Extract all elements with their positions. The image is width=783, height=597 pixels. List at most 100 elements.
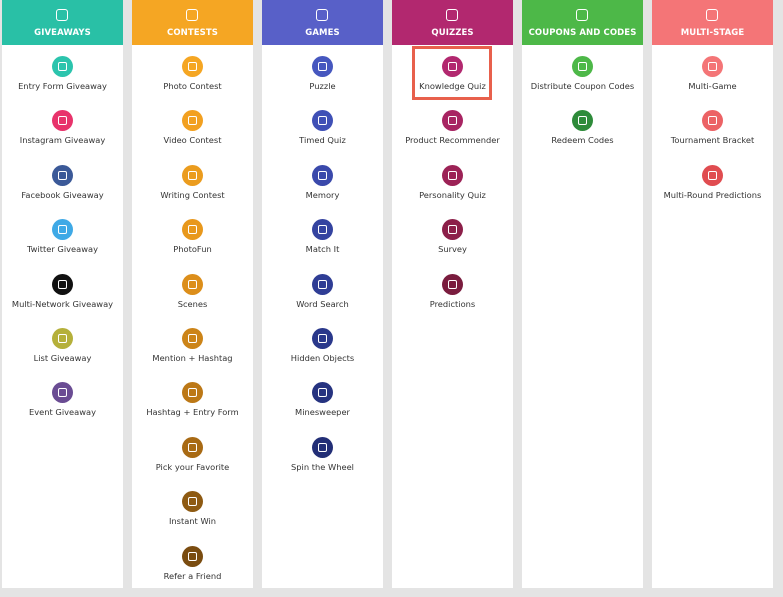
item-label: PhotoFun <box>173 244 212 255</box>
template-item[interactable]: Instant Win <box>132 491 253 535</box>
template-item[interactable]: Photo Contest <box>132 56 253 100</box>
item-label: Video Contest <box>163 135 222 146</box>
item-label: Instagram Giveaway <box>19 135 106 146</box>
item-label: Timed Quiz <box>299 135 346 146</box>
item-icon <box>52 328 73 349</box>
item-icon <box>572 56 593 77</box>
item-icon <box>312 219 333 241</box>
category-column: COUPONS AND CODES Distribute Coupon Codes… <box>522 0 643 588</box>
template-item[interactable]: Redeem Codes <box>522 110 643 154</box>
header-icon <box>316 9 328 21</box>
template-item[interactable]: Scenes <box>132 273 253 318</box>
template-item[interactable]: Minesweeper <box>262 382 383 426</box>
template-item[interactable]: Multi-Round Predictions <box>652 164 773 209</box>
column-header: GAMES <box>262 0 383 45</box>
item-icon <box>182 328 203 349</box>
header-title: CONTESTS <box>166 28 219 38</box>
template-item[interactable]: Distribute Coupon Codes <box>522 56 643 100</box>
template-item[interactable]: Word Search <box>262 273 383 318</box>
item-label: Personality Quiz <box>419 189 486 200</box>
item-icon <box>442 164 463 186</box>
category-column: QUIZZES Knowledge Quiz Product Recommender… <box>392 0 513 588</box>
item-icon <box>182 110 203 132</box>
category-column: MULTI-STAGE Multi-Game Tournament Bracket M… <box>652 0 773 588</box>
template-item[interactable]: Refer a Friend <box>132 545 253 590</box>
item-label: Hashtag + Entry Form <box>146 407 239 418</box>
column-header: COUPONS AND CODES <box>522 0 643 45</box>
item-icon <box>52 219 73 241</box>
item-label: Mention + Hashtag <box>152 353 233 363</box>
item-label: List Giveaway <box>33 353 92 363</box>
category-column: GIVEAWAYS Entry Form Giveaway Instagram Gi… <box>2 0 123 588</box>
template-item[interactable]: Survey <box>392 219 513 263</box>
item-label: Distribute Coupon Codes <box>530 81 635 91</box>
item-label: Survey <box>438 244 467 255</box>
item-icon <box>312 273 333 295</box>
item-label: Twitter Giveaway <box>26 244 99 255</box>
template-item[interactable]: Entry Form Giveaway <box>2 56 123 100</box>
category-column: CONTESTS Photo Contest Video Contest Writin… <box>132 0 253 588</box>
header-title: QUIZZES <box>431 28 474 38</box>
header-icon <box>56 9 68 21</box>
template-item[interactable]: Mention + Hashtag <box>132 328 253 372</box>
item-icon <box>52 56 73 77</box>
item-icon <box>52 273 73 295</box>
item-icon <box>312 164 333 186</box>
item-icon <box>182 382 203 404</box>
header-title: MULTI-STAGE <box>680 28 745 38</box>
header-title: GIVEAWAYS <box>34 28 91 38</box>
item-label: Match It <box>305 244 340 255</box>
template-item[interactable]: Pick your Favorite <box>132 436 253 481</box>
template-item[interactable]: List Giveaway <box>2 328 123 372</box>
template-item[interactable]: Match It <box>262 219 383 263</box>
item-icon <box>702 56 723 77</box>
template-item[interactable]: Product Recommender <box>392 110 513 154</box>
template-item[interactable]: Event Giveaway <box>2 382 123 426</box>
column-header: GIVEAWAYS <box>2 0 123 45</box>
item-icon <box>312 382 333 404</box>
item-icon <box>312 110 333 132</box>
header-icon <box>446 9 458 21</box>
template-item[interactable]: Video Contest <box>132 110 253 154</box>
template-item[interactable]: Puzzle <box>262 56 383 100</box>
template-item[interactable]: Tournament Bracket <box>652 110 773 154</box>
item-icon <box>182 164 203 186</box>
item-icon <box>702 164 723 186</box>
template-item[interactable]: Facebook Giveaway <box>2 164 123 209</box>
template-item[interactable]: Knowledge Quiz <box>392 56 513 100</box>
template-item[interactable]: Personality Quiz <box>392 164 513 209</box>
item-icon <box>442 110 463 132</box>
item-icon <box>52 110 73 132</box>
item-icon <box>702 110 723 132</box>
item-label: Knowledge Quiz <box>419 81 486 91</box>
item-label: Minesweeper <box>295 407 350 418</box>
template-item[interactable]: Spin the Wheel <box>262 436 383 481</box>
template-item[interactable]: Predictions <box>392 273 513 318</box>
item-label: Event Giveaway <box>28 407 97 418</box>
item-label: Spin the Wheel <box>291 461 354 472</box>
template-item[interactable]: Twitter Giveaway <box>2 219 123 263</box>
template-item[interactable]: Hidden Objects <box>262 328 383 372</box>
template-item[interactable]: Timed Quiz <box>262 110 383 154</box>
template-item[interactable]: Hashtag + Entry Form <box>132 382 253 426</box>
header-icon <box>706 9 718 21</box>
item-label: Scenes <box>177 298 208 309</box>
template-item[interactable]: Instagram Giveaway <box>2 110 123 154</box>
template-item[interactable]: PhotoFun <box>132 219 253 263</box>
item-label: Multi-Round Predictions <box>663 189 762 200</box>
item-icon <box>52 164 73 186</box>
template-item[interactable]: Multi-Network Giveaway <box>2 273 123 318</box>
item-label: Word Search <box>296 298 349 309</box>
item-icon <box>182 56 203 77</box>
item-label: Refer a Friend <box>163 570 222 581</box>
template-item[interactable]: Writing Contest <box>132 164 253 209</box>
item-label: Multi-Network Giveaway <box>11 298 114 309</box>
item-icon <box>182 491 203 513</box>
item-label: Memory <box>305 189 340 200</box>
category-column: GAMES Puzzle Timed Quiz Memory Match It Word … <box>262 0 383 588</box>
item-label: Tournament Bracket <box>670 135 755 146</box>
template-item[interactable]: Multi-Game <box>652 56 773 100</box>
column-header: CONTESTS <box>132 0 253 45</box>
template-item[interactable]: Memory <box>262 164 383 209</box>
item-icon <box>312 56 333 77</box>
